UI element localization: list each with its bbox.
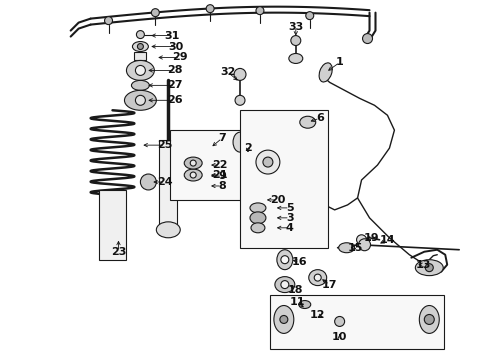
Circle shape	[190, 172, 196, 178]
Circle shape	[280, 315, 288, 323]
Circle shape	[256, 7, 264, 15]
Text: 6: 6	[316, 113, 324, 123]
Text: 23: 23	[111, 247, 126, 257]
Circle shape	[234, 68, 246, 80]
Text: 14: 14	[380, 235, 395, 245]
Bar	[159, 140, 177, 230]
Ellipse shape	[132, 41, 148, 51]
Ellipse shape	[300, 116, 316, 128]
Text: 8: 8	[218, 181, 226, 191]
Circle shape	[425, 264, 433, 272]
Circle shape	[281, 256, 289, 264]
Ellipse shape	[289, 54, 303, 63]
Text: 31: 31	[165, 31, 180, 41]
Ellipse shape	[419, 306, 439, 333]
Ellipse shape	[319, 63, 332, 82]
Ellipse shape	[299, 301, 311, 309]
Ellipse shape	[274, 306, 294, 333]
Ellipse shape	[124, 90, 156, 110]
Text: 32: 32	[220, 67, 236, 77]
Circle shape	[137, 44, 144, 50]
Ellipse shape	[156, 222, 180, 238]
Circle shape	[190, 160, 196, 166]
Text: 9: 9	[218, 171, 226, 181]
Text: 1: 1	[336, 58, 343, 67]
Circle shape	[135, 66, 146, 75]
Ellipse shape	[277, 250, 293, 270]
Bar	[171, 130, 270, 200]
Text: 11: 11	[290, 297, 306, 306]
Circle shape	[357, 235, 367, 245]
Circle shape	[151, 9, 159, 17]
Text: 20: 20	[270, 195, 286, 205]
Text: 18: 18	[288, 284, 303, 294]
Ellipse shape	[254, 158, 270, 178]
Text: 25: 25	[158, 140, 173, 150]
Circle shape	[314, 274, 321, 281]
Ellipse shape	[131, 80, 149, 90]
Circle shape	[104, 17, 113, 24]
Text: 24: 24	[157, 177, 173, 187]
Ellipse shape	[126, 60, 154, 80]
Bar	[240, 110, 328, 248]
Text: 2: 2	[244, 143, 252, 153]
Text: 19: 19	[364, 233, 379, 243]
Circle shape	[141, 174, 156, 190]
Text: 29: 29	[172, 53, 188, 63]
Ellipse shape	[251, 223, 265, 233]
Circle shape	[235, 95, 245, 105]
Text: 27: 27	[168, 80, 183, 90]
Circle shape	[424, 315, 434, 324]
Ellipse shape	[309, 270, 327, 285]
Text: 30: 30	[169, 41, 184, 51]
Circle shape	[206, 5, 214, 13]
Bar	[134, 53, 147, 60]
Ellipse shape	[250, 212, 266, 224]
Text: 10: 10	[332, 332, 347, 342]
Bar	[98, 190, 126, 260]
Ellipse shape	[184, 157, 202, 169]
Circle shape	[135, 95, 146, 105]
Text: 15: 15	[348, 243, 363, 253]
Text: 28: 28	[168, 66, 183, 76]
Text: 33: 33	[288, 22, 303, 32]
Ellipse shape	[250, 203, 266, 213]
Text: 16: 16	[292, 257, 308, 267]
Text: 17: 17	[322, 280, 338, 289]
Text: 12: 12	[310, 310, 325, 320]
Ellipse shape	[416, 260, 443, 276]
Circle shape	[263, 157, 273, 167]
Bar	[270, 294, 444, 349]
Text: 22: 22	[212, 160, 228, 170]
Text: 7: 7	[218, 133, 226, 143]
Text: 5: 5	[286, 203, 294, 213]
Circle shape	[256, 150, 280, 174]
Ellipse shape	[184, 169, 202, 181]
Text: 26: 26	[168, 95, 183, 105]
Text: 3: 3	[286, 213, 294, 223]
Circle shape	[335, 316, 344, 327]
Text: 13: 13	[416, 260, 431, 270]
Ellipse shape	[339, 243, 355, 253]
Text: 4: 4	[286, 223, 294, 233]
Circle shape	[363, 33, 372, 44]
Circle shape	[136, 31, 145, 39]
Text: 21: 21	[212, 170, 228, 180]
Circle shape	[359, 239, 370, 251]
Circle shape	[281, 280, 289, 289]
Ellipse shape	[275, 276, 295, 293]
Circle shape	[306, 12, 314, 20]
Ellipse shape	[233, 132, 247, 152]
Circle shape	[291, 36, 301, 45]
